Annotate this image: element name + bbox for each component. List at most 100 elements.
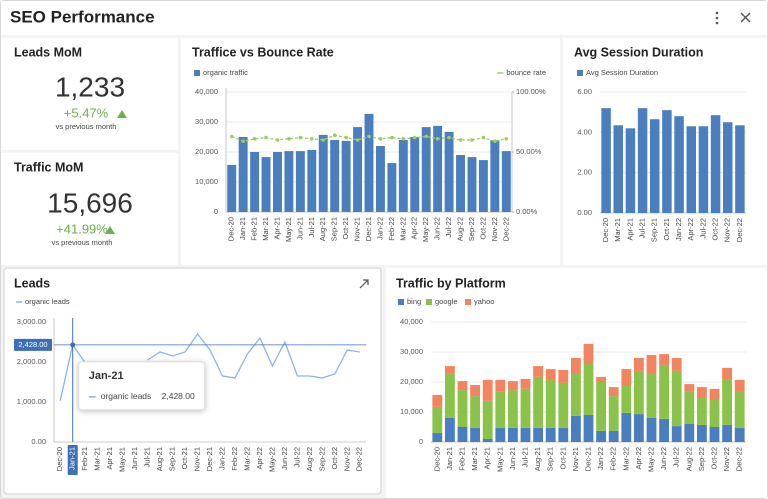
bar-segment bbox=[608, 396, 619, 431]
legend-swatch bbox=[577, 70, 583, 76]
y2-tick-label: 50.00% bbox=[516, 147, 542, 156]
x-tick-label: Sep-21 bbox=[168, 447, 177, 471]
bar bbox=[261, 157, 271, 212]
x-tick-label: May-22 bbox=[646, 447, 655, 472]
line-point bbox=[229, 134, 234, 139]
line-point bbox=[252, 137, 257, 141]
x-tick-label: Nov-21 bbox=[353, 217, 362, 241]
bar-segment bbox=[709, 388, 720, 400]
bar-segment bbox=[482, 400, 493, 439]
more-menu[interactable] bbox=[715, 11, 719, 25]
x-tick-label: Jan-22 bbox=[674, 218, 683, 241]
bar-segment bbox=[709, 427, 720, 442]
page-title: SEO Performance bbox=[10, 7, 155, 26]
y-tick-label: 2.00 bbox=[577, 168, 592, 177]
kpi-title: Leads MoM bbox=[14, 45, 82, 59]
bar-segment bbox=[659, 364, 670, 419]
bar bbox=[330, 140, 340, 212]
x-tick-label: Apr-21 bbox=[483, 447, 492, 470]
bar-segment bbox=[684, 384, 695, 392]
bar-segment bbox=[495, 379, 506, 392]
kpi-caption: vs previous month bbox=[56, 122, 117, 131]
bar-segment bbox=[520, 388, 531, 428]
bar-segment bbox=[608, 430, 619, 442]
bar-segment bbox=[583, 415, 594, 442]
header-bar bbox=[1, 1, 767, 35]
bar bbox=[478, 160, 488, 212]
bar-segment bbox=[558, 382, 569, 428]
bar-segment bbox=[633, 414, 644, 442]
x-tick-label: Aug-21 bbox=[318, 217, 327, 241]
bar-segment bbox=[684, 424, 695, 442]
bar-segment bbox=[646, 418, 657, 442]
bar bbox=[613, 125, 623, 213]
x-tick-label: Oct-22 bbox=[478, 217, 487, 240]
hover-point bbox=[70, 342, 76, 348]
x-tick-label: Mar-21 bbox=[93, 447, 102, 471]
y-tick-label: 2,000.00 bbox=[17, 357, 46, 366]
close-button[interactable] bbox=[740, 12, 751, 23]
x-tick-label: Dec-20 bbox=[227, 217, 236, 241]
line-point bbox=[470, 138, 474, 142]
x-tick-label: Jul-21 bbox=[638, 218, 647, 238]
expand-icon[interactable] bbox=[359, 279, 369, 289]
x-tick-label: Aug-21 bbox=[533, 447, 542, 471]
bar-segment bbox=[482, 439, 493, 442]
line-point bbox=[447, 135, 451, 140]
bar bbox=[273, 152, 282, 212]
y-tick-label: 4.00 bbox=[577, 127, 592, 136]
bar-segment bbox=[533, 366, 544, 377]
x-tick-label: Dec-20 bbox=[601, 218, 610, 242]
bar bbox=[637, 108, 648, 213]
legend-swatch bbox=[194, 70, 200, 76]
bar bbox=[735, 125, 745, 213]
x-tick-label: Jun-22 bbox=[659, 447, 668, 470]
x-tick-label: Mar-22 bbox=[621, 447, 630, 471]
bar bbox=[227, 164, 237, 212]
bar bbox=[456, 155, 465, 212]
line-point bbox=[332, 133, 337, 137]
x-tick-label: Apr-22 bbox=[686, 218, 695, 241]
y2-tick-label: 100.00% bbox=[516, 87, 546, 96]
bar-segment bbox=[444, 418, 455, 442]
bar-segment bbox=[608, 387, 619, 397]
y-tick-label: 0 bbox=[214, 207, 218, 216]
bar-segment bbox=[570, 373, 581, 416]
y-tick-label: 40,000 bbox=[195, 87, 218, 96]
line-point bbox=[378, 137, 383, 141]
line-point bbox=[424, 134, 429, 139]
legend-label: bounce rate bbox=[506, 68, 546, 77]
x-tick-label: Jun-21 bbox=[295, 217, 304, 240]
line-point bbox=[298, 135, 303, 140]
line-point bbox=[241, 139, 245, 143]
kpi-value: 1,233 bbox=[55, 71, 125, 102]
y-tick-label: 10,000 bbox=[400, 407, 423, 416]
line-point bbox=[275, 138, 280, 142]
x-tick-label: Nov-21 bbox=[571, 447, 580, 471]
x-tick-label: Apr-22 bbox=[255, 447, 264, 470]
x-tick-label: Dec-22 bbox=[501, 217, 510, 241]
kpi-card bbox=[1, 38, 178, 150]
x-tick-label: Feb-21 bbox=[457, 447, 466, 471]
bar bbox=[318, 134, 328, 212]
bar-segment bbox=[457, 427, 468, 442]
x-tick-label: Oct-21 bbox=[558, 447, 567, 470]
bar-segment bbox=[507, 390, 518, 428]
y-tick-label: 20,000 bbox=[400, 377, 423, 386]
bar bbox=[250, 152, 260, 212]
x-tick-label: Jul-21 bbox=[143, 447, 152, 467]
bar-segment bbox=[633, 358, 644, 371]
x-tick-label: Aug-21 bbox=[155, 447, 164, 471]
line-point bbox=[264, 135, 268, 140]
tooltip-series: organic leads bbox=[101, 391, 152, 401]
bar-segment bbox=[432, 394, 443, 407]
x-tick-label: Nov-22 bbox=[723, 218, 732, 242]
bar-segment bbox=[596, 430, 607, 442]
x-tick-label: Mar-21 bbox=[261, 217, 270, 241]
x-tick-label: Oct-21 bbox=[341, 217, 350, 240]
legend-label: organic traffic bbox=[203, 68, 248, 77]
bar bbox=[467, 157, 477, 212]
bar-segment bbox=[520, 379, 531, 389]
bar bbox=[490, 140, 500, 212]
bar-segment bbox=[671, 426, 682, 442]
